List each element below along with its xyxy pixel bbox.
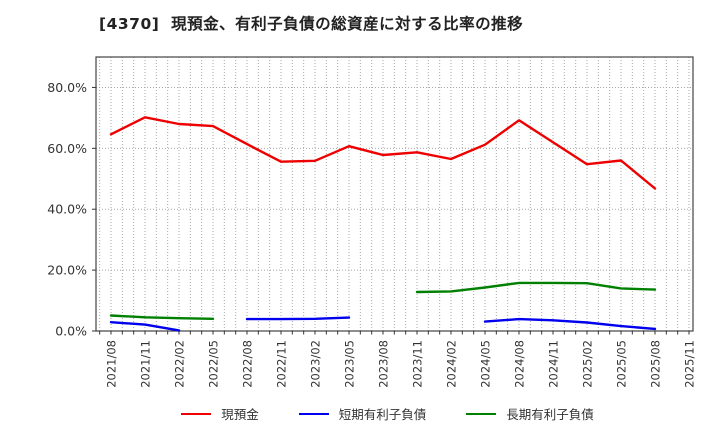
svg-text:2025/02: 2025/02 <box>581 340 595 388</box>
svg-text:20.0%: 20.0% <box>47 263 87 278</box>
legend-line-blue-icon <box>298 412 329 415</box>
svg-text:2021/08: 2021/08 <box>105 340 119 388</box>
svg-text:60.0%: 60.0% <box>47 141 87 156</box>
chart-legend: 現預金 短期有利子負債 長期有利子負債 <box>0 404 720 423</box>
svg-text:40.0%: 40.0% <box>47 202 87 217</box>
svg-text:2023/02: 2023/02 <box>309 340 323 388</box>
legend-label-cash: 現預金 <box>221 407 259 422</box>
legend-line-green-icon <box>466 412 497 415</box>
svg-text:0.0%: 0.0% <box>55 324 87 339</box>
svg-text:2024/08: 2024/08 <box>513 340 527 388</box>
svg-text:2022/11: 2022/11 <box>275 340 289 388</box>
legend-label-short-term-debt: 短期有利子負債 <box>338 407 427 422</box>
svg-text:2025/05: 2025/05 <box>615 340 629 388</box>
legend-label-long-term-debt: 長期有利子負債 <box>506 407 594 422</box>
svg-text:2022/08: 2022/08 <box>241 340 255 388</box>
svg-text:2022/02: 2022/02 <box>173 340 187 388</box>
svg-text:2021/11: 2021/11 <box>139 340 153 388</box>
svg-text:2024/05: 2024/05 <box>479 340 493 388</box>
legend-item-short-term-debt: 短期有利子負債 <box>298 404 427 423</box>
svg-text:2025/08: 2025/08 <box>649 340 663 388</box>
legend-line-red-icon <box>181 412 212 415</box>
svg-text:2022/05: 2022/05 <box>207 340 221 388</box>
svg-text:80.0%: 80.0% <box>47 80 87 95</box>
plot-svg: 0.0% 20.0% 40.0% 60.0% 80.0% 2021/08 2021/11 20… <box>47 56 697 388</box>
svg-text:2023/08: 2023/08 <box>377 340 391 388</box>
svg-text:2025/11: 2025/11 <box>683 340 697 388</box>
svg-text:2024/11: 2024/11 <box>547 340 561 388</box>
svg-text:2023/11: 2023/11 <box>411 340 425 388</box>
legend-item-long-term-debt: 長期有利子負債 <box>466 404 594 423</box>
svg-text:2024/02: 2024/02 <box>445 340 459 388</box>
chart-title: [4370] 現預金、有利子負債の総資産に対する比率の推移 <box>99 15 524 33</box>
legend-item-cash: 現預金 <box>181 404 259 423</box>
svg-text:2023/05: 2023/05 <box>343 340 357 388</box>
